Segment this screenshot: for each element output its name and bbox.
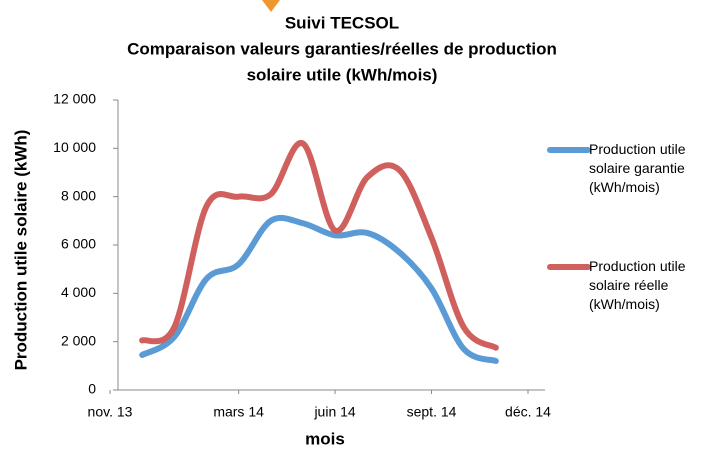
y-tick-label: 12 000 bbox=[53, 91, 96, 107]
x-tick-label: juin 14 bbox=[313, 404, 355, 420]
y-tick-label: 4 000 bbox=[61, 284, 96, 300]
legend-label: Production utile solaire garantie (kWh/m… bbox=[589, 141, 686, 195]
chart-title: Suivi TECSOL bbox=[285, 13, 399, 32]
series-line bbox=[139, 214, 499, 364]
legend-label: Production utile solaire réelle (kWh/moi… bbox=[589, 258, 686, 312]
decoration bbox=[262, 0, 280, 12]
x-tick-label: déc. 14 bbox=[505, 404, 551, 420]
x-tick-label: mars 14 bbox=[213, 404, 264, 420]
x-tick-label: nov. 13 bbox=[88, 404, 133, 420]
x-axis-title: mois bbox=[305, 429, 345, 448]
chart-title: solaire utile (kWh/mois) bbox=[247, 65, 438, 84]
y-tick-label: 8 000 bbox=[61, 187, 96, 203]
y-axis-title: Production utile solaire (kWh) bbox=[11, 130, 30, 371]
y-tick-label: 6 000 bbox=[61, 236, 96, 252]
x-tick-label: sept. 14 bbox=[407, 404, 457, 420]
y-tick-label: 0 bbox=[88, 381, 96, 397]
y-tick-label: 2 000 bbox=[61, 332, 96, 348]
series-line bbox=[139, 140, 499, 351]
y-tick-label: 10 000 bbox=[53, 139, 96, 155]
chart-title: Comparaison valeurs garanties/réelles de… bbox=[127, 39, 557, 58]
